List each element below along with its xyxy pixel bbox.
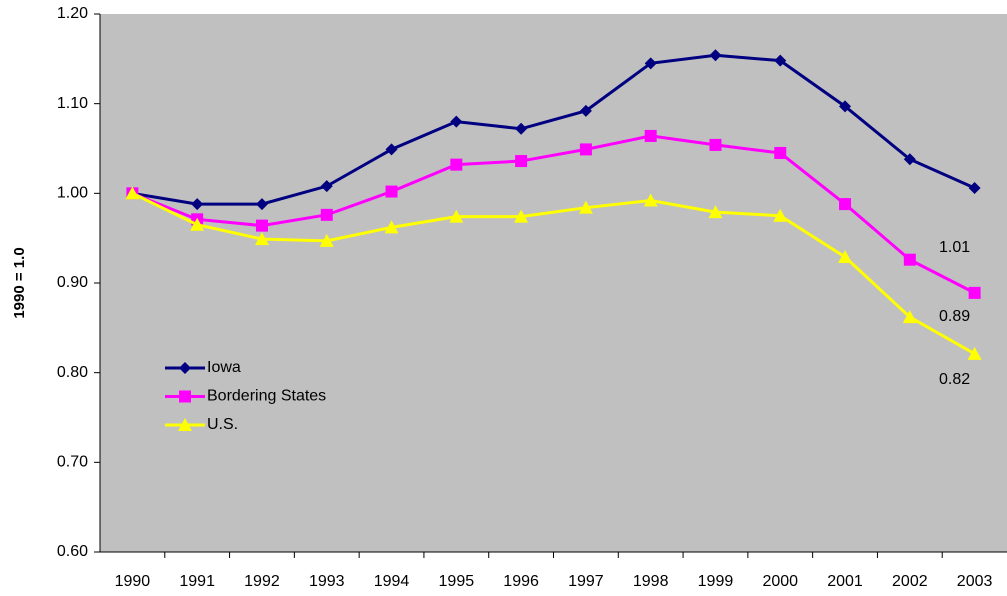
- data-point: [579, 143, 592, 156]
- series-line: [131, 191, 976, 356]
- x-tick-label: 1999: [698, 573, 734, 590]
- y-tick-label: 0.70: [57, 454, 88, 471]
- value-label: 1.01: [939, 239, 970, 256]
- data-point: [190, 217, 205, 231]
- legend-label: Iowa: [207, 359, 241, 376]
- legend-marker: [178, 418, 192, 431]
- data-point: [644, 57, 657, 70]
- y-tick-label: 0.80: [57, 364, 88, 381]
- data-point: [320, 208, 333, 221]
- series-line: [132, 53, 976, 206]
- x-tick-label: 2000: [762, 573, 798, 590]
- y-tick-label: 0.60: [57, 543, 88, 560]
- data-point: [967, 346, 982, 360]
- data-point: [774, 54, 787, 67]
- legend-marker: [179, 390, 191, 403]
- y-axis-label: 1990 = 1.0: [11, 247, 28, 318]
- y-tick-label: 1.00: [57, 185, 88, 202]
- data-point: [709, 49, 722, 62]
- y-tick-label: 1.10: [57, 95, 88, 112]
- x-tick-label: 1993: [309, 573, 345, 590]
- data-point: [579, 104, 592, 117]
- data-point: [903, 253, 916, 266]
- x-tick-label: 1991: [179, 573, 215, 590]
- data-point: [902, 310, 917, 324]
- x-tick-label: 1996: [503, 573, 539, 590]
- x-tick-label: 2002: [892, 573, 928, 590]
- x-tick-label: 1992: [244, 573, 280, 590]
- x-tick-label: 1995: [439, 573, 475, 590]
- data-point: [709, 138, 722, 151]
- data-point: [320, 180, 333, 193]
- data-point: [254, 232, 269, 246]
- legend-label: U.S.: [207, 416, 238, 433]
- data-point: [255, 198, 268, 211]
- data-point: [385, 185, 398, 198]
- y-tick-label: 1.20: [57, 5, 88, 22]
- data-point: [838, 249, 853, 263]
- data-point: [839, 100, 852, 113]
- data-point: [449, 209, 464, 223]
- x-tick-label: 2003: [957, 573, 993, 590]
- x-tick-label: 1994: [374, 573, 410, 590]
- data-point: [125, 186, 140, 200]
- data-point: [384, 220, 399, 234]
- data-point: [319, 233, 334, 247]
- x-tick-label: 2001: [827, 573, 863, 590]
- data-point: [968, 286, 981, 299]
- y-tick-label: 0.90: [57, 274, 88, 291]
- x-tick-label: 1990: [115, 573, 151, 590]
- data-point: [255, 219, 268, 232]
- data-point: [643, 193, 658, 207]
- data-point: [774, 146, 787, 159]
- data-point: [450, 115, 463, 128]
- data-point: [839, 198, 852, 211]
- data-point: [191, 198, 204, 211]
- legend-label: Bordering States: [207, 388, 326, 405]
- data-point: [968, 181, 981, 194]
- data-point: [385, 143, 398, 156]
- data-point: [514, 209, 529, 223]
- data-point: [515, 122, 528, 135]
- data-point: [450, 158, 463, 171]
- data-point: [773, 208, 788, 222]
- legend-marker: [179, 362, 191, 374]
- data-point: [708, 205, 723, 219]
- data-point: [903, 153, 916, 166]
- value-label: 0.82: [939, 371, 970, 388]
- x-tick-label: 1998: [633, 573, 669, 590]
- data-point: [644, 129, 657, 142]
- data-point: [578, 200, 593, 214]
- value-label: 0.89: [939, 308, 970, 325]
- plot-area: [100, 14, 1007, 552]
- series-line: [131, 134, 976, 295]
- x-tick-label: 1997: [568, 573, 604, 590]
- data-point: [515, 155, 528, 168]
